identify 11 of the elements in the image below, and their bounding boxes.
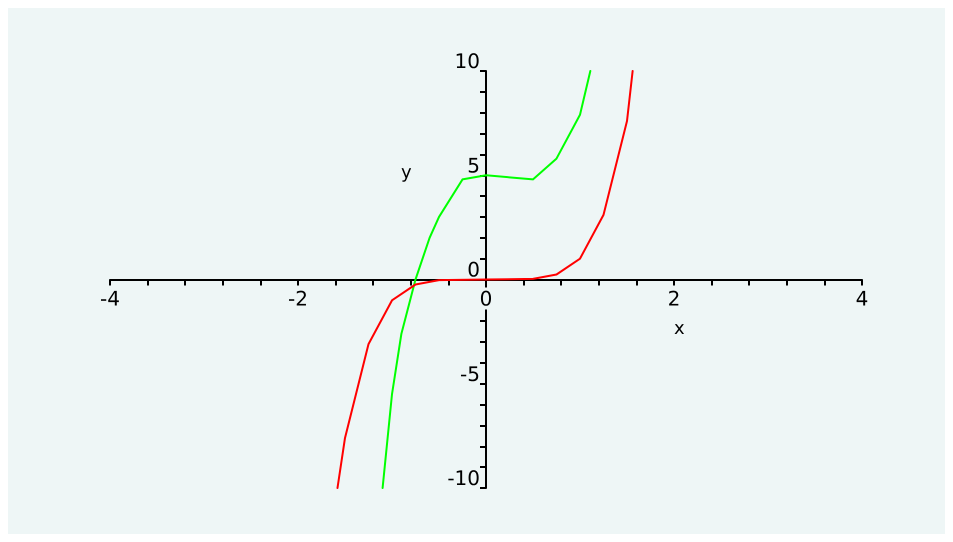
- y-axis-title: y: [401, 162, 412, 183]
- x-tick-label: -4: [100, 286, 120, 310]
- x-axis-title: x: [674, 318, 685, 339]
- x-tick-label: -2: [288, 286, 308, 310]
- y-tick-label: 0: [467, 258, 480, 282]
- y-tick-label: 5: [467, 153, 480, 178]
- y-tick-label: -10: [447, 466, 480, 490]
- x-tick-label: 2: [668, 286, 680, 310]
- y-tick-label: 10: [454, 49, 480, 73]
- y-tick-label: -5: [460, 362, 480, 386]
- x-tick-label: 4: [856, 286, 868, 310]
